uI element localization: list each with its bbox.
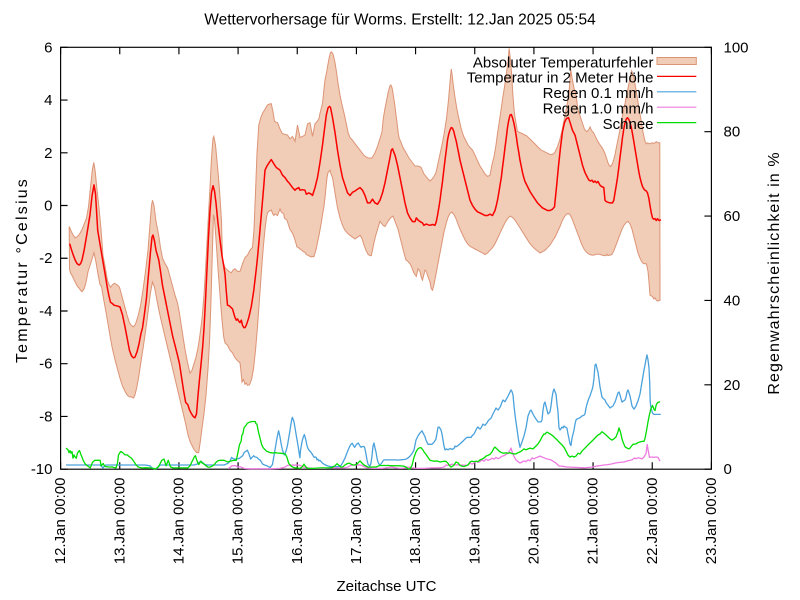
- svg-text:15.Jan 00:00: 15.Jan 00:00: [230, 478, 247, 565]
- svg-text:17.Jan 00:00: 17.Jan 00:00: [348, 478, 365, 565]
- svg-text:Temperatur °Celsius: Temperatur °Celsius: [14, 177, 31, 363]
- svg-text:14.Jan 00:00: 14.Jan 00:00: [171, 478, 188, 565]
- svg-text:Schnee: Schnee: [603, 116, 654, 133]
- svg-text:18.Jan 00:00: 18.Jan 00:00: [407, 478, 424, 565]
- svg-text:22.Jan 00:00: 22.Jan 00:00: [644, 478, 661, 565]
- svg-text:40: 40: [724, 292, 741, 309]
- svg-text:16.Jan 00:00: 16.Jan 00:00: [289, 478, 306, 565]
- svg-text:23.Jan 00:00: 23.Jan 00:00: [703, 478, 720, 565]
- svg-text:19.Jan 00:00: 19.Jan 00:00: [466, 478, 483, 565]
- svg-text:Wettervorhersage für Worms. Er: Wettervorhersage für Worms. Erstellt: 12…: [204, 12, 596, 29]
- svg-text:-10: -10: [31, 461, 53, 478]
- svg-text:4: 4: [44, 92, 52, 109]
- svg-text:Regenwahrscheinlichkeit in %: Regenwahrscheinlichkeit in %: [766, 151, 783, 394]
- svg-text:12.Jan 00:00: 12.Jan 00:00: [52, 478, 69, 565]
- svg-text:20.Jan 00:00: 20.Jan 00:00: [526, 478, 543, 565]
- svg-text:13.Jan 00:00: 13.Jan 00:00: [111, 478, 128, 565]
- svg-text:0: 0: [44, 198, 52, 215]
- svg-text:-4: -4: [39, 303, 52, 320]
- svg-text:100: 100: [724, 39, 749, 56]
- svg-text:20: 20: [724, 377, 741, 394]
- svg-text:Absoluter Temperaturfehler: Absoluter Temperaturfehler: [473, 54, 654, 71]
- svg-text:Regen 0.1 mm/h: Regen 0.1 mm/h: [543, 85, 654, 102]
- svg-text:2: 2: [44, 145, 52, 162]
- svg-text:-2: -2: [39, 250, 52, 267]
- svg-text:Regen 1.0 mm/h: Regen 1.0 mm/h: [543, 101, 654, 118]
- svg-text:Temperatur in 2 Meter Höhe: Temperatur in 2 Meter Höhe: [467, 70, 654, 87]
- svg-text:80: 80: [724, 124, 741, 141]
- svg-text:-8: -8: [39, 409, 52, 426]
- svg-text:60: 60: [724, 208, 741, 225]
- svg-text:Zeitachse UTC: Zeitachse UTC: [336, 578, 436, 595]
- svg-text:6: 6: [44, 39, 52, 56]
- svg-text:-6: -6: [39, 356, 52, 373]
- svg-text:0: 0: [724, 461, 732, 478]
- svg-text:21.Jan 00:00: 21.Jan 00:00: [585, 478, 602, 565]
